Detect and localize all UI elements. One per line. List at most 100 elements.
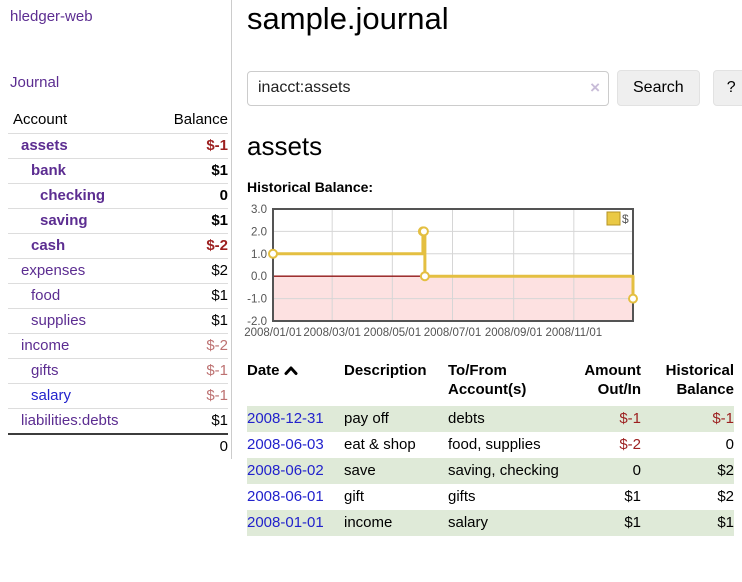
register-row: 2008-06-02 save saving, checking 0 $2 xyxy=(247,458,734,484)
register-accounts: saving, checking xyxy=(448,462,559,479)
main-content: sample.journal × Search ? assets Histori… xyxy=(232,0,742,556)
account-balance: 0 xyxy=(219,187,228,204)
register-row: 2008-06-01 gift gifts $1 $2 xyxy=(247,484,734,510)
register-date-link[interactable]: 2008-01-01 xyxy=(247,514,324,531)
sidebar-account-saving[interactable]: saving xyxy=(40,212,88,229)
clear-search-icon[interactable]: × xyxy=(590,77,600,97)
col-accounts: To/From Account(s) xyxy=(448,362,527,398)
sidebar-account-assets[interactable]: assets xyxy=(21,137,68,154)
sidebar: hledger-web Journal Account Balance asse… xyxy=(0,0,232,459)
search-form: × Search ? xyxy=(247,70,742,106)
sidebar-account-salary[interactable]: salary xyxy=(31,387,72,404)
account-row: food $1 xyxy=(8,283,228,309)
col-amount: Amount Out/In xyxy=(584,362,641,398)
register-accounts: debts xyxy=(448,410,485,427)
account-balance: $1 xyxy=(211,312,228,329)
register-date-link[interactable]: 2008-06-01 xyxy=(247,488,324,505)
account-row: checking 0 xyxy=(8,183,228,209)
account-balance: $1 xyxy=(211,287,228,304)
register-balance: $2 xyxy=(717,462,734,479)
register-header-row: Date Description To/From Account(s) Amou… xyxy=(247,361,734,406)
svg-text:1.0: 1.0 xyxy=(251,249,267,261)
account-row: cash $-2 xyxy=(8,233,228,259)
page-title: sample.journal xyxy=(247,1,449,36)
svg-text:2008/01/01: 2008/01/01 xyxy=(244,327,302,339)
account-row: bank $1 xyxy=(8,158,228,184)
search-button[interactable]: Search xyxy=(617,70,700,106)
col-date-label: Date xyxy=(247,362,280,379)
register-date-link[interactable]: 2008-12-31 xyxy=(247,410,324,427)
account-row: gifts $-1 xyxy=(8,358,228,384)
svg-text:-2.0: -2.0 xyxy=(247,316,267,328)
register-date-link[interactable]: 2008-06-02 xyxy=(247,462,324,479)
col-description: Description xyxy=(344,362,427,379)
account-row: supplies $1 xyxy=(8,308,228,334)
register-description: gift xyxy=(344,488,365,505)
accounts-header-row: Account Balance xyxy=(8,108,228,134)
svg-text:2008/05/01: 2008/05/01 xyxy=(364,327,422,339)
chart-title: Historical Balance: xyxy=(247,179,374,195)
account-row: assets $-1 xyxy=(8,133,228,159)
accounts-table: Account Balance assets $-1 bank $1 checking 0… xyxy=(8,108,228,459)
sidebar-account-income[interactable]: income xyxy=(21,337,70,354)
search-input[interactable] xyxy=(247,70,609,106)
accounts-header-account: Account xyxy=(13,111,68,128)
register-amount: $1 xyxy=(624,514,641,531)
register-amount: $-1 xyxy=(619,410,641,427)
account-balance: $-2 xyxy=(206,337,228,354)
register-balance: $-1 xyxy=(712,410,734,427)
sidebar-account-supplies[interactable]: supplies xyxy=(31,312,87,329)
sidebar-item-journal[interactable]: Journal xyxy=(10,74,60,91)
account-balance: $2 xyxy=(211,262,228,279)
sidebar-account-bank[interactable]: bank xyxy=(31,162,67,179)
register-amount: $-2 xyxy=(619,436,641,453)
search-input-wrap: × xyxy=(247,70,609,106)
sort-caret-up-icon xyxy=(284,366,298,375)
col-date[interactable]: Date xyxy=(247,361,344,406)
account-row: saving $1 xyxy=(8,208,228,234)
svg-text:2008/03/01: 2008/03/01 xyxy=(303,327,361,339)
help-button[interactable]: ? xyxy=(712,70,742,106)
accounts-total: 0 xyxy=(219,438,228,455)
brand-link[interactable]: hledger-web xyxy=(10,8,93,25)
register-date-link[interactable]: 2008-06-03 xyxy=(247,436,324,453)
account-row: expenses $2 xyxy=(8,258,228,284)
accounts-total-row: 0 xyxy=(8,434,228,459)
account-balance: $-1 xyxy=(206,362,228,379)
account-row: salary $-1 xyxy=(8,383,228,409)
svg-text:2008/11/01: 2008/11/01 xyxy=(545,327,602,339)
register-amount: $1 xyxy=(624,488,641,505)
sidebar-account-liabilities-debts[interactable]: liabilities:debts xyxy=(21,412,119,429)
account-balance: $-1 xyxy=(206,387,228,404)
svg-text:$: $ xyxy=(622,212,629,226)
register-description: save xyxy=(344,462,376,479)
register-row: 2008-01-01 income salary $1 $1 xyxy=(247,510,734,536)
register-accounts: gifts xyxy=(448,488,476,505)
sidebar-account-cash[interactable]: cash xyxy=(31,237,66,254)
svg-text:0.0: 0.0 xyxy=(251,271,267,283)
account-row: liabilities:debts $1 xyxy=(8,408,228,435)
account-balance: $-1 xyxy=(206,137,228,154)
sidebar-account-gifts[interactable]: gifts xyxy=(31,362,59,379)
register-row: 2008-06-03 eat & shop food, supplies $-2 0 xyxy=(247,432,734,458)
sidebar-account-expenses[interactable]: expenses xyxy=(21,262,86,279)
register-table: Date Description To/From Account(s) Amou… xyxy=(247,361,734,536)
page-layout: hledger-web Journal Account Balance asse… xyxy=(0,0,742,556)
account-balance: $1 xyxy=(211,412,228,429)
brand: hledger-web xyxy=(10,8,231,25)
account-heading: assets xyxy=(247,131,323,161)
account-balance: $1 xyxy=(211,212,228,229)
svg-text:2008/07/01: 2008/07/01 xyxy=(424,327,482,339)
svg-text:2008/09/01: 2008/09/01 xyxy=(485,327,543,339)
register-description: income xyxy=(344,514,393,531)
account-balance: $-2 xyxy=(206,237,228,254)
svg-text:2.0: 2.0 xyxy=(251,226,267,238)
register-balance: $2 xyxy=(717,488,734,505)
account-row: income $-2 xyxy=(8,333,228,359)
svg-text:3.0: 3.0 xyxy=(251,204,267,216)
sidebar-account-food[interactable]: food xyxy=(31,287,61,304)
sidebar-account-checking[interactable]: checking xyxy=(40,187,106,204)
register-description: eat & shop xyxy=(344,436,416,453)
register-balance: $1 xyxy=(717,514,734,531)
